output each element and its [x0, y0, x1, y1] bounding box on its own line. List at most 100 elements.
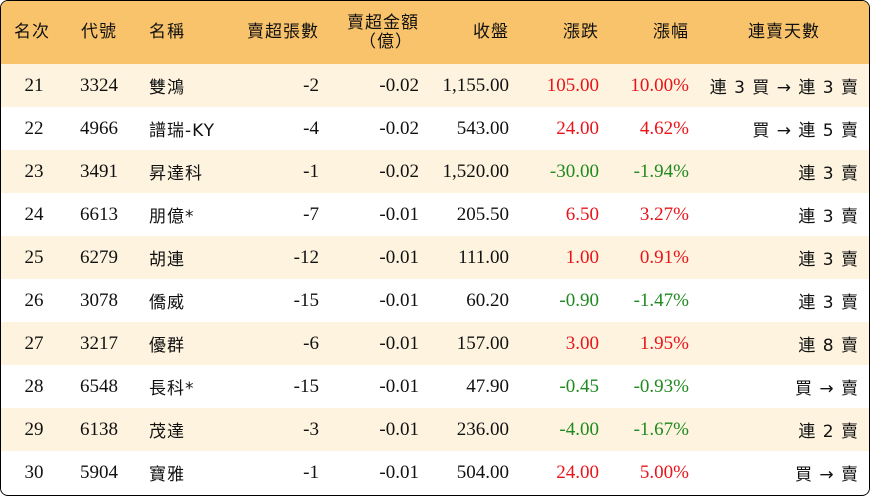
header-pct[interactable]: 漲幅	[653, 22, 689, 42]
table-row[interactable]: 23 3491 昇達科 -1 -0.02 1,520.00 -30.00 -1.…	[1, 150, 869, 193]
rank-cell: 24	[24, 203, 44, 225]
rank-cell: 27	[24, 332, 44, 354]
code-cell[interactable]: 3324	[80, 74, 118, 96]
net-lots-cell: -12	[293, 246, 319, 268]
streak-cell: 買 → 連 5 賣	[752, 121, 859, 141]
table-body: 21 3324 雙鴻 -2 -0.02 1,155.00 105.00 10.0…	[1, 64, 869, 494]
net-lots-cell: -1	[303, 461, 319, 483]
streak-cell: 連 3 賣	[798, 250, 859, 270]
code-cell[interactable]: 3491	[80, 160, 118, 182]
streak-cell: 連 8 賣	[798, 336, 859, 356]
code-cell[interactable]: 3217	[80, 332, 118, 354]
rank-cell: 23	[24, 160, 44, 182]
header-close[interactable]: 收盤	[473, 22, 509, 42]
table-row[interactable]: 24 6613 朋億* -7 -0.01 205.50 6.50 3.27% 連…	[1, 193, 869, 236]
change-cell: 24.00	[556, 117, 599, 139]
header-row: 名次 代號 名稱 賣超張數 賣超金額 （億） 收盤 漲跌 漲幅 連賣天數	[1, 1, 869, 64]
pct-cell: 1.95%	[639, 332, 689, 354]
table-row[interactable]: 25 6279 胡連 -12 -0.01 111.00 1.00 0.91% 連…	[1, 236, 869, 279]
name-cell[interactable]: 雙鴻	[149, 78, 185, 98]
code-cell[interactable]: 6613	[80, 203, 118, 225]
close-cell: 111.00	[458, 246, 509, 268]
close-cell: 504.00	[456, 461, 509, 483]
net-lots-cell: -7	[303, 203, 319, 225]
name-cell[interactable]: 昇達科	[149, 164, 203, 184]
header-name[interactable]: 名稱	[149, 22, 185, 42]
net-amount-cell: -0.01	[379, 461, 419, 483]
code-cell[interactable]: 5904	[80, 461, 118, 483]
close-cell: 543.00	[456, 117, 509, 139]
pct-cell: 10.00%	[630, 74, 689, 96]
change-cell: 6.50	[565, 203, 599, 225]
name-cell[interactable]: 譜瑞-KY	[149, 121, 216, 141]
code-cell[interactable]: 6138	[80, 418, 118, 440]
net-amount-cell: -0.01	[379, 289, 419, 311]
pct-cell: 3.27%	[639, 203, 689, 225]
header-net-lots[interactable]: 賣超張數	[247, 22, 319, 42]
change-cell: -0.90	[559, 289, 599, 311]
name-cell[interactable]: 茂達	[149, 422, 185, 442]
change-cell: -30.00	[549, 160, 599, 182]
streak-cell: 連 2 賣	[798, 422, 859, 442]
table-row[interactable]: 26 3078 僑威 -15 -0.01 60.20 -0.90 -1.47% …	[1, 279, 869, 322]
rank-cell: 29	[24, 418, 44, 440]
rank-cell: 22	[24, 117, 44, 139]
streak-cell: 連 3 買 → 連 3 賣	[709, 78, 859, 98]
table-row[interactable]: 30 5904 寶雅 -1 -0.01 504.00 24.00 5.00% 買…	[1, 451, 869, 494]
change-cell: 24.00	[556, 461, 599, 483]
streak-cell: 連 3 賣	[798, 207, 859, 227]
change-cell: 3.00	[565, 332, 599, 354]
net-lots-cell: -15	[293, 289, 319, 311]
net-amount-cell: -0.01	[379, 246, 419, 268]
change-cell: 1.00	[565, 246, 599, 268]
close-cell: 157.00	[456, 332, 509, 354]
net-lots-cell: -1	[303, 160, 319, 182]
rank-cell: 21	[24, 74, 44, 96]
net-lots-cell: -6	[303, 332, 319, 354]
name-cell[interactable]: 胡連	[149, 250, 185, 270]
header-code[interactable]: 代號	[81, 22, 117, 42]
table-row[interactable]: 21 3324 雙鴻 -2 -0.02 1,155.00 105.00 10.0…	[1, 64, 869, 107]
name-cell[interactable]: 僑威	[149, 293, 185, 313]
streak-cell: 連 3 賣	[798, 164, 859, 184]
close-cell: 236.00	[456, 418, 509, 440]
header-net-amount[interactable]: 賣超金額 （億）	[329, 1, 429, 64]
streak-cell: 買 → 賣	[794, 465, 859, 485]
header-rank[interactable]: 名次	[14, 22, 50, 42]
change-cell: -0.45	[559, 375, 599, 397]
pct-cell: -1.67%	[633, 418, 689, 440]
code-cell[interactable]: 3078	[80, 289, 118, 311]
net-amount-cell: -0.01	[379, 203, 419, 225]
table-row[interactable]: 28 6548 長科* -15 -0.01 47.90 -0.45 -0.93%…	[1, 365, 869, 408]
rank-cell: 25	[24, 246, 44, 268]
close-cell: 205.50	[456, 203, 509, 225]
change-cell: 105.00	[546, 74, 599, 96]
table-row[interactable]: 27 3217 優群 -6 -0.01 157.00 3.00 1.95% 連 …	[1, 322, 869, 365]
name-cell[interactable]: 優群	[149, 336, 185, 356]
header-net-amount-line1: 賣超金額	[347, 12, 419, 33]
name-cell[interactable]: 長科*	[149, 379, 195, 399]
close-cell: 1,155.00	[442, 74, 510, 96]
streak-cell: 連 3 賣	[798, 293, 859, 313]
table-row[interactable]: 29 6138 茂達 -3 -0.01 236.00 -4.00 -1.67% …	[1, 408, 869, 451]
pct-cell: -1.94%	[633, 160, 689, 182]
header-change[interactable]: 漲跌	[563, 22, 599, 42]
change-cell: -4.00	[559, 418, 599, 440]
name-cell[interactable]: 朋億*	[149, 207, 195, 227]
name-cell[interactable]: 寶雅	[149, 465, 185, 485]
header-net-amount-line2: （億）	[359, 31, 413, 52]
net-amount-cell: -0.01	[379, 418, 419, 440]
header-streak[interactable]: 連賣天數	[748, 22, 820, 42]
table-row[interactable]: 22 4966 譜瑞-KY -4 -0.02 543.00 24.00 4.62…	[1, 107, 869, 150]
net-amount-cell: -0.01	[379, 332, 419, 354]
code-cell[interactable]: 4966	[80, 117, 118, 139]
pct-cell: -1.47%	[633, 289, 689, 311]
rank-cell: 26	[24, 289, 44, 311]
code-cell[interactable]: 6548	[80, 375, 118, 397]
net-amount-cell: -0.02	[379, 117, 419, 139]
net-amount-cell: -0.02	[379, 160, 419, 182]
pct-cell: 4.62%	[639, 117, 689, 139]
code-cell[interactable]: 6279	[80, 246, 118, 268]
net-amount-cell: -0.02	[379, 74, 419, 96]
